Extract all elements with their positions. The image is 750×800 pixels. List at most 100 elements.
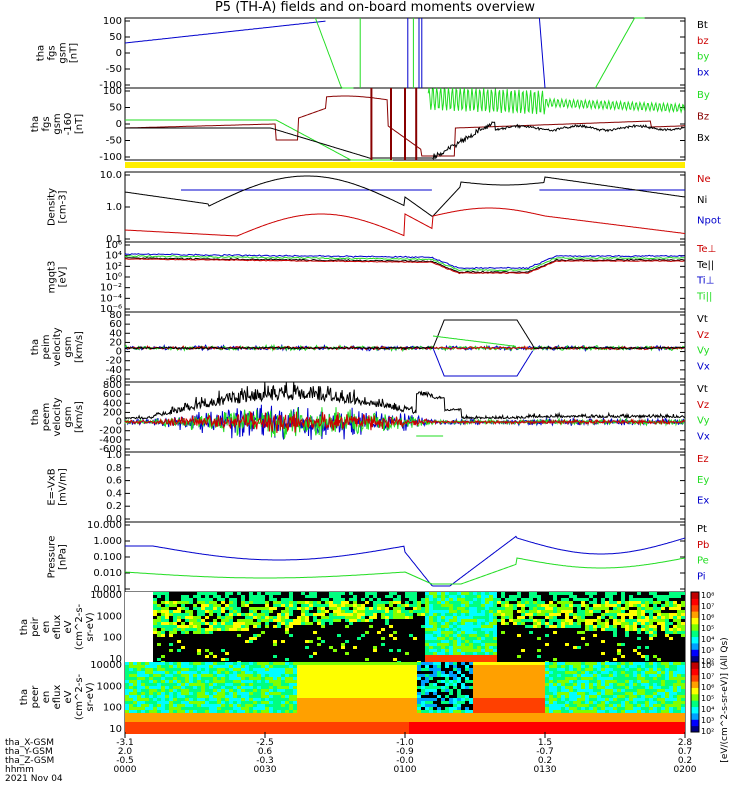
ytick-label-temperature: 10⁴ [105,251,122,262]
legend-pressure: Pi [697,572,706,583]
ylabel-peer-eflux: sr-eV) [85,682,96,711]
spike-panel0-blue2 [538,17,546,89]
series-By-panel1-seg-0 [125,119,393,161]
ytick-label-peer-eflux: 100 [103,703,122,714]
xaxis-value: 2.8 [678,738,693,748]
legend-pressure: Pb [697,540,709,551]
ylabel-fgs-gsm: fgs [47,45,58,60]
ylabel-temperature: [eV] [58,267,69,288]
legend-temperature: Te⊥ [696,244,716,255]
legend-peem-velocity: Vz [697,400,709,411]
xaxis-row-label: tha_X-GSM [5,738,54,748]
ytick-label-efield: 0.4 [106,488,122,499]
panel-frame-density [124,171,686,243]
colorbar-tick: 10² [701,657,714,666]
ytick-label-peim-velocity: 0 [116,347,122,358]
ytick-label-temperature: 10⁻⁴ [100,293,122,304]
ylabel-peim-velocity: tha [30,339,41,355]
ylabel-density: [cm-3] [58,190,69,223]
xaxis-value: 0.6 [258,747,273,757]
ytick-label-fgs-gsm: -50 [106,64,122,75]
xaxis-value: 0000 [114,765,137,775]
legend-peim-velocity: Vx [697,362,710,373]
legend-efield: Ey [697,475,709,486]
ytick-label-peim-velocity: -20 [106,356,122,367]
colorbar-tick: 10⁶ [701,683,714,692]
spectrogram-peir [125,592,685,664]
legend-temperature: Te|| [696,260,714,271]
ytick-label-peim-velocity: 40 [109,328,122,339]
series-Vx-peim [432,347,534,377]
ylabel-peem-velocity: gsm [63,406,74,427]
xaxis-value: 0030 [254,765,277,775]
legend-peim-velocity: Vz [697,330,709,341]
ytick-label-peem-velocity: -600 [99,444,122,455]
ytick-label-peem-velocity: 0 [116,417,122,428]
xaxis-row-label: tha_Y-GSM [5,747,53,757]
ytick-label-peem-velocity: 400 [103,398,122,409]
colorbar-tick: 10⁴ [701,705,714,714]
ytick-label-efield: 0.8 [106,463,122,474]
colorbar-tick: 10³ [701,646,714,655]
colorbar-peer-eflux [690,661,700,733]
ylabel-pressure: Pressure [47,536,58,579]
ylabel-pressure: [nPa] [58,544,69,570]
colorbar-tick: 10⁸ [701,661,714,670]
legend-fgs-gsm: bx [697,68,709,79]
colorbar-peir-eflux [690,591,700,663]
ylabel-fgs-gsm: [nT] [69,43,80,63]
ytick-label-peim-velocity: 80 [109,310,122,321]
legend-pressure: Pe [697,556,709,567]
ylabel-efield: [mV/m] [58,468,69,506]
legend-fgs-gsm-160: Bx [697,133,710,144]
xaxis-value: 0130 [534,765,557,775]
xaxis-value: -0.5 [116,756,134,766]
legend-density: Npot [697,216,721,227]
series-Vt-peim [124,319,686,351]
legend-pressure: Pt [697,524,707,535]
ytick-label-peim-velocity: -40 [106,365,122,376]
ylabel-peer-eflux: eV [63,690,74,703]
series-Ti-par [125,254,685,272]
xaxis-value: 0200 [674,765,697,775]
xaxis-value: 0.2 [678,756,692,766]
series-Pi [125,535,686,587]
ytick-label-pressure: 10.000 [87,520,122,531]
ylabel-peer-eflux: en [41,691,52,704]
xaxis-value: -1.0 [396,738,414,748]
ylabel-density: Density [47,188,58,226]
legend-peim-velocity: Vt [697,314,708,325]
ytick-label-pressure: 1.000 [93,536,122,547]
ylabel-peim-velocity: [km/s] [74,331,85,363]
ytick-label-peem-velocity: -200 [99,426,122,437]
ylabel-peem-velocity: velocity [52,397,63,436]
ylabel-peem-velocity: tha [30,409,41,425]
ytick-label-peer-eflux: 10000 [90,660,122,671]
legend-fgs-gsm: by [697,52,709,63]
xaxis-value: -0.0 [396,756,414,766]
legend-peim-velocity: Vy [697,346,710,357]
series-Pe [124,557,686,585]
ytick-label-peir-eflux: 10 [109,654,122,665]
ylabel-peem-velocity: [km/s] [74,401,85,433]
ytick-label-peem-velocity: 200 [103,407,122,418]
ytick-label-efield: 0.0 [106,514,122,525]
ytick-label-density: 1.0 [106,202,122,213]
ytick-label-fgs-gsm-160: 100 [103,86,122,97]
series-by-panel0b [594,17,645,89]
ytick-label-temperature: 10⁶ [105,240,122,251]
ylabel-peer-eflux: (cm^2-s- [74,673,85,720]
legend-peem-velocity: Vt [697,384,708,395]
ytick-label-efield: 0.6 [106,476,122,487]
series-Te-perp [125,258,685,275]
legend-density: Ne [697,174,711,185]
series-Ne [124,207,686,237]
ylabel-peir-eflux: eflux [52,615,63,640]
colorbar-tick: 10⁷ [701,672,714,681]
ytick-label-fgs-gsm: 100 [103,16,122,27]
colorbar-tick: 10⁶ [701,613,714,622]
ytick-label-peim-velocity: -60 [106,374,122,385]
legend-fgs-gsm: Bt [697,20,708,31]
ytick-label-pressure: 0.100 [93,552,122,563]
